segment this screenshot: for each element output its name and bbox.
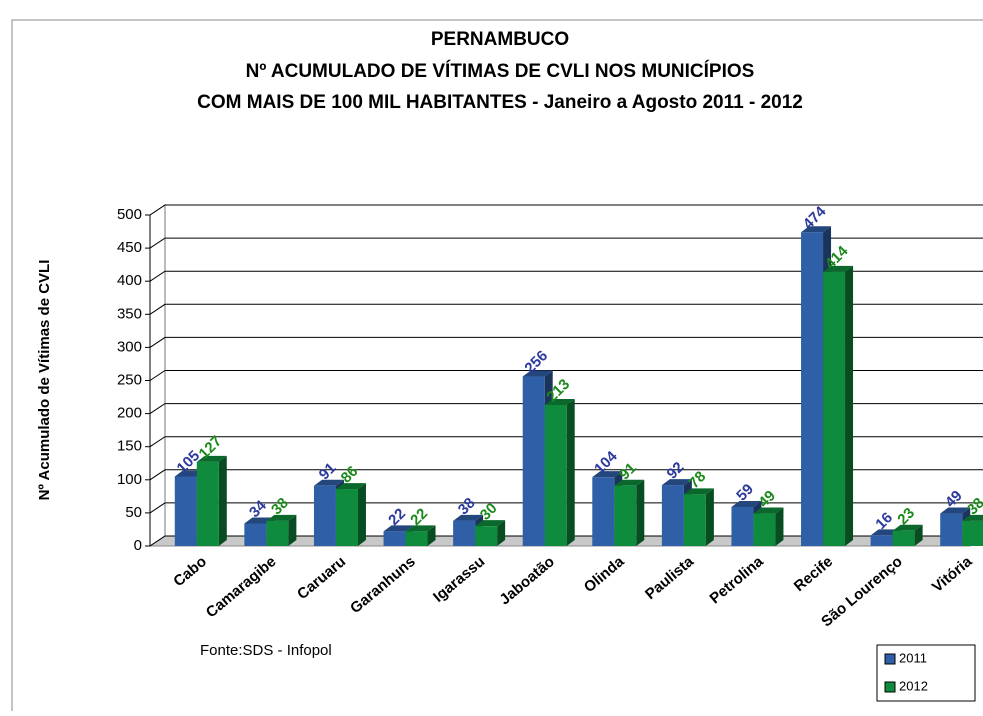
bar-face — [845, 265, 854, 546]
bar-face — [244, 523, 267, 546]
y-tick-label: 150 — [117, 438, 142, 455]
bar-face — [405, 525, 436, 532]
bar-face — [614, 479, 645, 486]
grid-line — [149, 403, 983, 415]
grid-line — [149, 370, 983, 381]
bar-face — [335, 489, 358, 546]
bar — [405, 525, 436, 546]
bar-face — [453, 514, 484, 521]
legend-swatch — [884, 653, 896, 665]
bar-face — [405, 531, 428, 546]
bar-face — [775, 507, 784, 546]
bar — [823, 265, 854, 546]
grid-line — [149, 270, 983, 282]
bar — [892, 524, 923, 546]
y-tick-label: 250 — [117, 371, 142, 388]
bar-face — [683, 494, 706, 546]
grid-line — [149, 336, 983, 348]
bar-face — [427, 525, 436, 546]
bar-face — [636, 479, 645, 546]
bar-face — [313, 479, 344, 486]
bar-face — [196, 455, 227, 462]
grid-line — [149, 204, 983, 216]
bar — [962, 514, 983, 546]
bar — [544, 398, 575, 546]
bar-face — [870, 535, 893, 546]
bar-face — [731, 506, 754, 546]
chart-title: COM MAIS DE 100 MIL HABITANTES - Janeiro… — [197, 92, 803, 113]
y-axis-label: Nº Acumulado de Vítimas de CVLI — [36, 260, 53, 501]
bar-face — [174, 476, 197, 546]
bar-face — [753, 507, 784, 514]
bar-face — [566, 398, 575, 546]
bar-face — [801, 226, 832, 233]
bar-face — [823, 265, 854, 272]
bar-face — [357, 483, 366, 546]
bar-face — [475, 520, 506, 527]
bar-face — [661, 479, 692, 486]
bar-face — [661, 485, 684, 546]
bar-face — [892, 530, 915, 546]
bar — [753, 507, 784, 546]
y-tick-label: 300 — [117, 338, 142, 355]
bar-face — [705, 488, 714, 546]
y-tick-label: 0 — [134, 537, 142, 554]
bar-face — [962, 514, 983, 521]
y-tick-label: 100 — [117, 471, 142, 488]
bar-face — [266, 514, 297, 521]
bar-face — [892, 524, 923, 531]
bar-face — [544, 404, 567, 546]
bar-face — [753, 513, 776, 546]
bar-face — [383, 531, 406, 546]
bar-face — [288, 514, 297, 546]
bar-face — [683, 488, 714, 495]
grid-line — [149, 237, 983, 249]
y-tick-label: 350 — [117, 305, 142, 322]
bar — [475, 520, 506, 546]
data-label: 38 — [964, 495, 983, 519]
bar-face — [592, 471, 623, 478]
bar-face — [823, 271, 846, 546]
bar-face — [218, 455, 227, 546]
bar-face — [731, 500, 762, 507]
bar-face — [614, 485, 637, 546]
bar-face — [962, 520, 983, 546]
bar — [196, 455, 227, 546]
bar-face — [453, 520, 476, 546]
y-tick-label: 400 — [117, 272, 142, 289]
y-tick-label: 50 — [125, 504, 142, 521]
bar-face — [383, 525, 414, 532]
chart-title: PERNAMBUCO — [431, 29, 569, 50]
bar-face — [801, 232, 824, 546]
bar — [683, 488, 714, 546]
grid-line — [149, 436, 983, 448]
chart-title: Nº ACUMULADO DE VÍTIMAS DE CVLI NOS MUNI… — [246, 60, 755, 82]
y-tick-label: 450 — [117, 239, 142, 256]
bar — [335, 483, 366, 546]
bar-face — [266, 520, 289, 546]
legend-swatch — [884, 681, 896, 693]
bar-face — [940, 507, 971, 514]
bar-face — [196, 461, 219, 546]
grid-line — [149, 303, 983, 315]
bar-face — [475, 526, 498, 546]
bar-face — [522, 376, 545, 546]
source-note: Fonte:SDS - Infopol — [200, 642, 332, 659]
legend-label: 2012 — [899, 678, 928, 693]
bar — [266, 514, 297, 546]
bar-face — [313, 485, 336, 546]
bar — [614, 479, 645, 546]
bar-face — [592, 477, 615, 546]
bar-face — [522, 370, 553, 377]
y-tick-label: 500 — [117, 206, 142, 223]
bar-face — [940, 513, 963, 546]
grid-line — [149, 469, 983, 481]
bar-face — [335, 483, 366, 490]
bar-face — [544, 398, 575, 405]
legend-label: 2011 — [899, 650, 927, 665]
bar-face — [497, 520, 506, 546]
bar-face — [914, 524, 923, 546]
y-tick-label: 200 — [117, 405, 142, 422]
